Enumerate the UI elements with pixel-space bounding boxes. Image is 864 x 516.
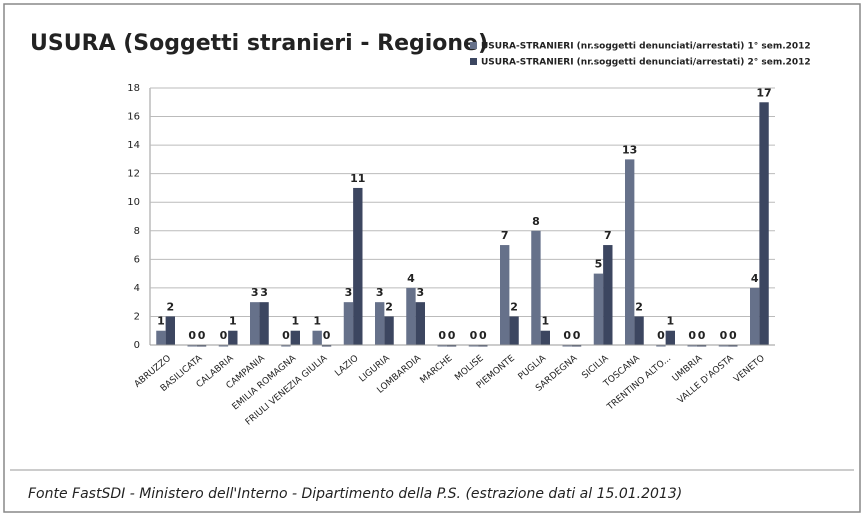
data-label: 1 — [313, 315, 321, 328]
bar — [228, 330, 238, 345]
bar — [562, 345, 572, 347]
bar — [634, 316, 644, 345]
data-label: 0 — [563, 329, 571, 342]
bar — [187, 345, 197, 347]
data-label: 0 — [729, 329, 737, 342]
data-label: 7 — [501, 229, 509, 242]
data-label: 8 — [532, 215, 540, 228]
data-label: 0 — [657, 329, 665, 342]
data-label: 2 — [166, 300, 174, 313]
bar — [478, 345, 488, 347]
bar — [625, 159, 635, 345]
bar — [728, 345, 738, 347]
data-label: 3 — [376, 286, 384, 299]
data-label: 0 — [720, 329, 728, 342]
data-label: 3 — [416, 286, 424, 299]
y-tick-label: 10 — [127, 197, 140, 208]
y-tick-label: 18 — [127, 83, 140, 94]
bar — [156, 330, 166, 345]
legend-label: USURA-STRANIERI (nr.soggetti denunciati/… — [481, 58, 811, 68]
data-label: 11 — [350, 172, 365, 185]
bar — [603, 245, 613, 345]
y-tick-label: 0 — [134, 340, 140, 351]
y-tick-label: 14 — [127, 140, 140, 151]
bar — [343, 302, 354, 345]
legend-label: USURA-STRANIERI (nr.soggetti denunciati/… — [481, 42, 811, 52]
bar — [468, 345, 479, 347]
bar — [750, 287, 760, 345]
data-label: 0 — [323, 329, 331, 342]
data-label: 3 — [260, 286, 268, 299]
data-label: 2 — [510, 300, 518, 313]
data-label: 3 — [345, 286, 353, 299]
bar — [290, 330, 300, 345]
y-tick-label: 8 — [134, 226, 140, 237]
data-label: 1 — [666, 315, 674, 328]
data-label: 0 — [188, 329, 196, 342]
data-label: 0 — [438, 329, 446, 342]
data-label: 0 — [470, 329, 478, 342]
bar — [656, 345, 666, 347]
bar — [375, 302, 385, 345]
data-label: 1 — [229, 315, 237, 328]
y-tick-label: 4 — [134, 283, 140, 294]
data-label: 1 — [541, 315, 549, 328]
data-label: 0 — [282, 329, 290, 342]
bar — [437, 345, 447, 347]
data-label: 0 — [220, 329, 228, 342]
bar — [696, 345, 707, 347]
bar — [531, 230, 541, 345]
data-label: 2 — [635, 300, 643, 313]
bar — [415, 302, 425, 345]
bar — [321, 345, 332, 347]
data-label: 4 — [407, 272, 415, 285]
legend-swatch — [470, 42, 477, 49]
bar — [196, 345, 207, 347]
bar — [500, 245, 510, 345]
data-label: 0 — [198, 329, 206, 342]
bar — [718, 345, 729, 347]
data-label: 2 — [385, 300, 393, 313]
data-label: 17 — [756, 86, 771, 99]
data-label: 0 — [573, 329, 581, 342]
y-tick-label: 2 — [134, 311, 140, 322]
bar — [353, 187, 363, 345]
data-label: 4 — [751, 272, 759, 285]
bar — [250, 302, 260, 345]
chart-title: USURA (Soggetti stranieri - Regione) — [30, 31, 488, 56]
y-tick-label: 6 — [134, 254, 140, 265]
data-label: 13 — [622, 143, 637, 156]
bar — [665, 330, 675, 345]
data-label: 1 — [291, 315, 299, 328]
data-label: 7 — [604, 229, 612, 242]
source-note: Fonte FastSDI - Ministero dell'Interno -… — [28, 486, 682, 502]
data-label: 0 — [698, 329, 706, 342]
bar — [593, 273, 604, 345]
bar — [509, 316, 519, 345]
bar — [218, 345, 229, 347]
bar — [281, 345, 291, 347]
bar — [406, 287, 416, 345]
slide-frame — [3, 3, 861, 513]
bar — [384, 316, 394, 345]
bar — [446, 345, 457, 347]
bar — [571, 345, 582, 347]
bar — [312, 330, 322, 345]
y-tick-label: 16 — [127, 112, 140, 123]
data-label: 5 — [595, 258, 603, 271]
data-label: 1 — [157, 315, 165, 328]
data-label: 0 — [448, 329, 456, 342]
y-tick-label: 12 — [127, 169, 140, 180]
bar — [165, 316, 175, 345]
bar — [259, 302, 269, 345]
data-label: 3 — [251, 286, 259, 299]
bar — [687, 345, 697, 347]
data-label: 0 — [479, 329, 487, 342]
legend-swatch — [470, 58, 477, 65]
bar — [759, 102, 769, 346]
data-label: 0 — [688, 329, 696, 342]
bar — [540, 330, 550, 345]
